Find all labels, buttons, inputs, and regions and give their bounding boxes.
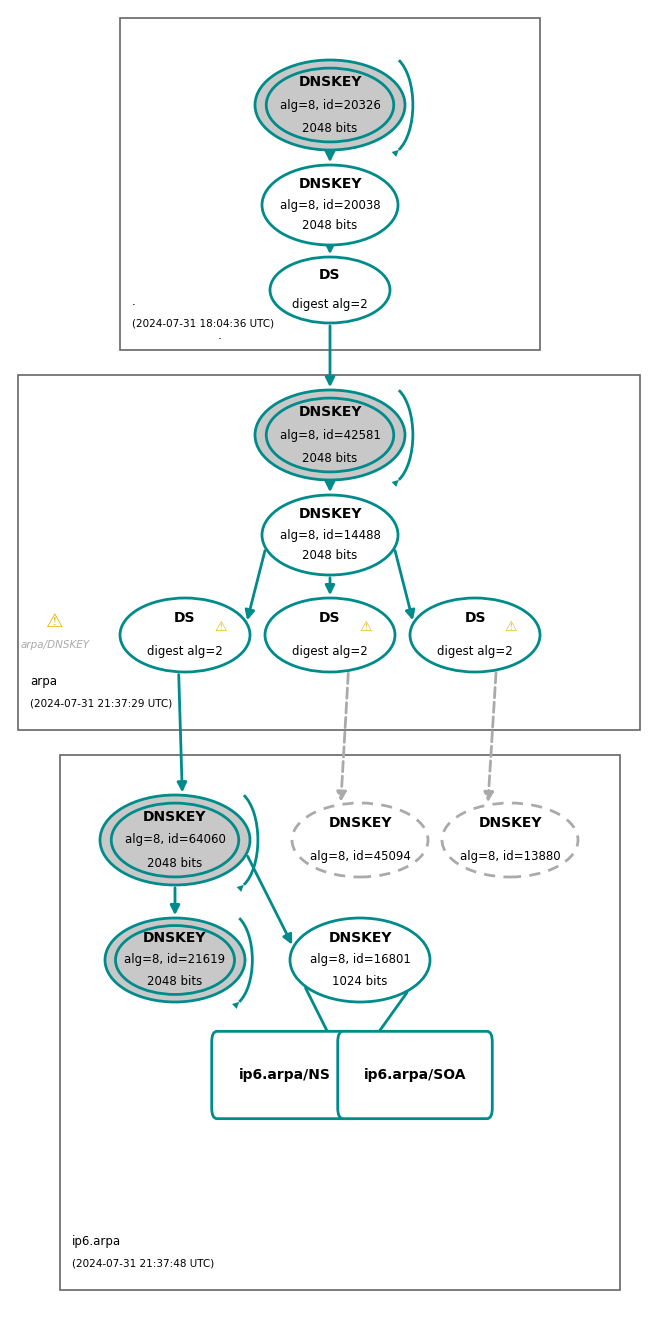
Text: (2024-07-31 18:04:36 UTC): (2024-07-31 18:04:36 UTC) (132, 319, 274, 328)
Text: ⚠: ⚠ (360, 620, 372, 635)
Text: DNSKEY: DNSKEY (298, 507, 362, 521)
FancyBboxPatch shape (338, 1032, 492, 1118)
Text: DS: DS (174, 612, 196, 625)
Text: ip6.arpa: ip6.arpa (72, 1234, 121, 1248)
Text: alg=8, id=42581: alg=8, id=42581 (280, 428, 380, 441)
Ellipse shape (292, 802, 428, 877)
FancyBboxPatch shape (120, 19, 540, 351)
Ellipse shape (290, 918, 430, 1002)
Text: DNSKEY: DNSKEY (328, 816, 392, 830)
Text: digest alg=2: digest alg=2 (437, 645, 513, 659)
Text: arpa: arpa (30, 674, 57, 688)
Text: DNSKEY: DNSKEY (298, 75, 362, 88)
Text: .: . (218, 328, 222, 341)
Text: alg=8, id=20326: alg=8, id=20326 (280, 99, 380, 112)
Text: DNSKEY: DNSKEY (143, 809, 207, 824)
Text: 1024 bits: 1024 bits (333, 976, 387, 988)
Text: alg=8, id=21619: alg=8, id=21619 (125, 953, 226, 966)
Ellipse shape (442, 802, 578, 877)
Text: digest alg=2: digest alg=2 (292, 299, 368, 312)
Text: 2048 bits: 2048 bits (302, 549, 358, 563)
Text: ⚠: ⚠ (214, 620, 227, 635)
Ellipse shape (262, 495, 398, 575)
Ellipse shape (270, 257, 390, 323)
Ellipse shape (105, 918, 245, 1002)
Ellipse shape (265, 599, 395, 672)
Ellipse shape (266, 68, 394, 141)
Text: (2024-07-31 21:37:48 UTC): (2024-07-31 21:37:48 UTC) (72, 1258, 215, 1268)
Ellipse shape (120, 599, 250, 672)
Ellipse shape (100, 794, 250, 885)
Text: .: . (132, 295, 136, 308)
Text: DS: DS (319, 612, 341, 625)
Ellipse shape (262, 165, 398, 245)
FancyBboxPatch shape (212, 1032, 358, 1118)
Text: alg=8, id=45094: alg=8, id=45094 (310, 850, 411, 864)
Text: 2048 bits: 2048 bits (302, 452, 358, 465)
Text: digest alg=2: digest alg=2 (292, 645, 368, 659)
Text: alg=8, id=16801: alg=8, id=16801 (310, 953, 411, 966)
Ellipse shape (112, 802, 239, 877)
Text: ⚠: ⚠ (504, 620, 517, 635)
Text: 2048 bits: 2048 bits (302, 121, 358, 135)
Text: alg=8, id=13880: alg=8, id=13880 (459, 850, 560, 864)
Ellipse shape (255, 391, 405, 480)
Text: 2048 bits: 2048 bits (147, 857, 203, 870)
Text: ip6.arpa/NS: ip6.arpa/NS (239, 1068, 331, 1082)
Text: DNSKEY: DNSKEY (298, 405, 362, 419)
Text: alg=8, id=64060: alg=8, id=64060 (125, 833, 226, 846)
Text: alg=8, id=20038: alg=8, id=20038 (280, 199, 380, 212)
FancyBboxPatch shape (60, 754, 620, 1290)
Text: DS: DS (319, 268, 341, 283)
Ellipse shape (255, 60, 405, 151)
Text: DS: DS (464, 612, 486, 625)
Text: arpa/DNSKEY: arpa/DNSKEY (20, 640, 90, 651)
FancyBboxPatch shape (18, 375, 640, 730)
Text: ip6.arpa/SOA: ip6.arpa/SOA (364, 1068, 466, 1082)
Text: DNSKEY: DNSKEY (298, 177, 362, 191)
Text: alg=8, id=14488: alg=8, id=14488 (280, 528, 380, 541)
Text: ⚠: ⚠ (46, 612, 64, 631)
Ellipse shape (410, 599, 540, 672)
Text: 2048 bits: 2048 bits (302, 220, 358, 232)
Ellipse shape (115, 925, 234, 994)
Text: (2024-07-31 21:37:29 UTC): (2024-07-31 21:37:29 UTC) (30, 698, 172, 708)
Ellipse shape (266, 399, 394, 472)
Text: digest alg=2: digest alg=2 (147, 645, 223, 659)
Text: DNSKEY: DNSKEY (478, 816, 542, 830)
Text: DNSKEY: DNSKEY (328, 932, 392, 945)
Text: DNSKEY: DNSKEY (143, 932, 207, 945)
Text: 2048 bits: 2048 bits (147, 976, 203, 988)
